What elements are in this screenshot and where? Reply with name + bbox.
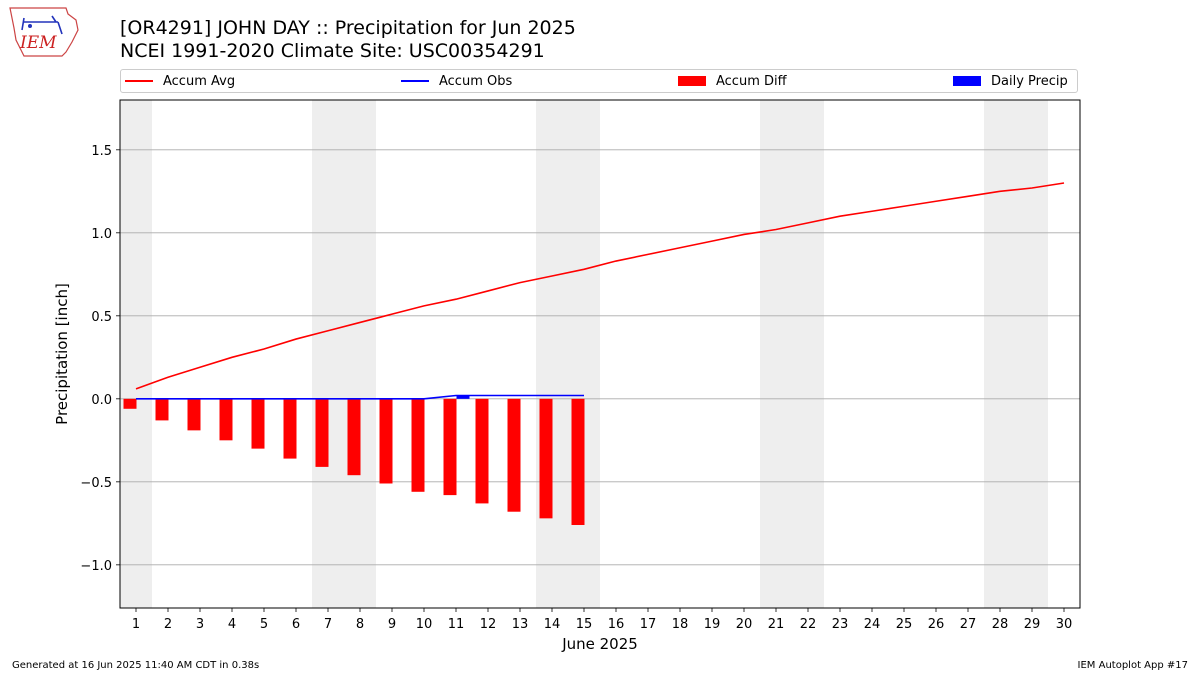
x-tick-label: 4 — [228, 617, 236, 632]
logo-text: IEM — [19, 33, 57, 53]
legend-item-daily-precip: Daily Precip — [953, 73, 1068, 89]
bar-accum-diff — [123, 398, 137, 409]
y-tick-label: 1.5 — [91, 144, 112, 159]
legend-swatch-accum-obs — [401, 80, 429, 82]
bar-accum-diff — [475, 398, 489, 504]
x-tick-label: 26 — [928, 617, 945, 632]
footer-app: IEM Autoplot App #17 — [1077, 660, 1188, 671]
x-tick-label: 1 — [132, 617, 140, 632]
legend: Accum Avg Accum Obs Accum Diff Daily Pre… — [120, 69, 1078, 93]
weekend-shade — [760, 100, 792, 608]
legend-swatch-accum-diff — [678, 76, 706, 86]
line-accum-avg — [135, 182, 1065, 390]
x-tick-label: 18 — [672, 617, 689, 632]
legend-item-accum-diff: Accum Diff — [678, 73, 787, 89]
bar-accum-diff — [411, 398, 425, 492]
x-tick-label: 19 — [704, 617, 721, 632]
bar-accum-diff — [539, 398, 553, 519]
weekend-shade — [984, 100, 1016, 608]
plot-frame — [119, 99, 1081, 609]
weekend-shade — [344, 100, 376, 608]
y-tick-label: −1.0 — [80, 559, 112, 574]
bar-accum-diff — [571, 398, 585, 525]
x-tick-label: 24 — [864, 617, 881, 632]
x-tick-label: 15 — [576, 617, 593, 632]
x-tick-label: 21 — [768, 617, 785, 632]
y-tick-label: 0.0 — [91, 393, 112, 408]
x-tick-label: 14 — [544, 617, 561, 632]
y-tick-label: 0.5 — [91, 310, 112, 325]
x-tick-label: 6 — [292, 617, 300, 632]
legend-label-accum-avg: Accum Avg — [163, 73, 236, 89]
bar-accum-diff — [379, 398, 393, 484]
x-tick-label: 3 — [196, 617, 204, 632]
bar-accum-diff — [219, 398, 233, 441]
x-tick-label: 25 — [896, 617, 913, 632]
x-tick-label: 8 — [356, 617, 364, 632]
bar-accum-diff — [187, 398, 201, 431]
chart-subtitle: NCEI 1991-2020 Climate Site: USC00354291 — [120, 40, 545, 62]
weekend-shade — [568, 100, 600, 608]
x-tick-label: 20 — [736, 617, 753, 632]
legend-label-daily-precip: Daily Precip — [991, 73, 1068, 89]
chart-title: [OR4291] JOHN DAY :: Precipitation for J… — [120, 17, 576, 39]
legend-label-accum-obs: Accum Obs — [439, 73, 513, 89]
x-axis-label: June 2025 — [561, 635, 638, 653]
x-tick-label: 13 — [512, 617, 529, 632]
y-tick-label: 1.0 — [91, 227, 112, 242]
x-tick-label: 29 — [1024, 617, 1041, 632]
x-tick-label: 9 — [388, 617, 396, 632]
legend-item-accum-obs: Accum Obs — [401, 73, 512, 89]
bar-accum-diff — [443, 398, 457, 496]
weekend-shade — [312, 100, 344, 608]
bar-accum-diff — [251, 398, 265, 449]
bar-accum-diff — [315, 398, 329, 467]
x-tick-label: 7 — [324, 617, 332, 632]
y-axis-label: Precipitation [inch] — [53, 283, 71, 425]
x-tick-label: 12 — [480, 617, 497, 632]
weekend-shade — [120, 100, 152, 608]
weekend-shade — [792, 100, 824, 608]
bar-accum-diff — [347, 398, 361, 476]
weekend-shade — [1016, 100, 1048, 608]
x-tick-label: 16 — [608, 617, 625, 632]
legend-item-accum-avg: Accum Avg — [125, 73, 235, 89]
x-tick-label: 17 — [640, 617, 657, 632]
x-tick-label: 10 — [416, 617, 433, 632]
legend-swatch-accum-avg — [125, 80, 153, 82]
bar-accum-diff — [507, 398, 521, 512]
x-tick-label: 22 — [800, 617, 817, 632]
x-tick-label: 2 — [164, 617, 172, 632]
bar-accum-diff — [155, 398, 169, 421]
footer-generated: Generated at 16 Jun 2025 11:40 AM CDT in… — [12, 660, 260, 671]
x-tick-label: 30 — [1056, 617, 1073, 632]
x-tick-label: 28 — [992, 617, 1009, 632]
x-tick-label: 23 — [832, 617, 849, 632]
bar-daily-precip — [456, 395, 470, 399]
legend-swatch-daily-precip — [953, 76, 981, 86]
y-tick-label: −0.5 — [80, 476, 112, 491]
line-accum-obs — [136, 394, 584, 400]
x-tick-label: 5 — [260, 617, 268, 632]
legend-label-accum-diff: Accum Diff — [716, 73, 787, 89]
bar-accum-diff — [283, 398, 297, 459]
x-tick-label: 27 — [960, 617, 977, 632]
weekend-shade — [536, 100, 568, 608]
x-tick-label: 11 — [448, 617, 465, 632]
iem-logo: IEM — [9, 7, 79, 57]
